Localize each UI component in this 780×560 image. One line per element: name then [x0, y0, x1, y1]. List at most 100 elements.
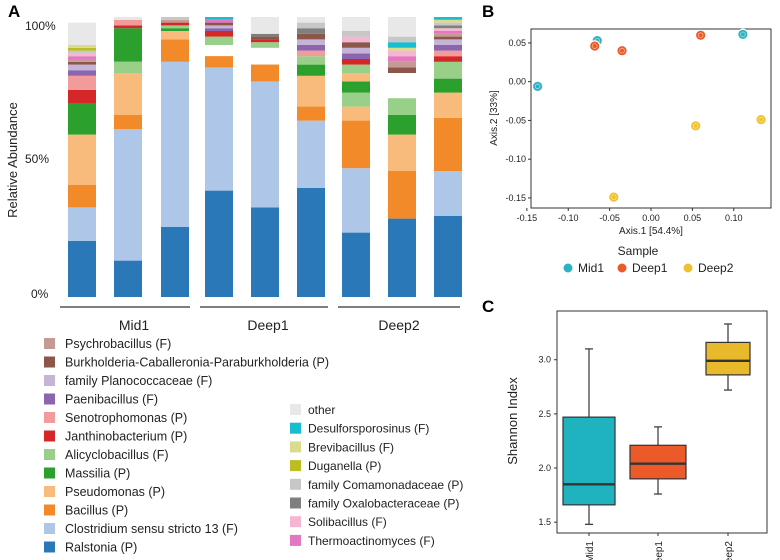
- bar-detail-segment-deep2-1-5: [342, 53, 370, 59]
- bar-segment-mid1-1-family-comamonadaceae-p: [68, 50, 96, 54]
- bar-segment-mid1-1-solibacillus-f: [68, 53, 96, 57]
- bar-detail-segment-mid1-3-4: [161, 22, 189, 26]
- bar-segment-deep2-1-bacillus-p: [342, 120, 370, 169]
- bar-segment-deep2-3-family-comamonadaceae-p: [434, 22, 462, 26]
- bar-detail-segment-deep2-2-4: [388, 47, 416, 51]
- legend-swatch-alicyclobacillus-f: [44, 449, 55, 460]
- scatter-point-ring-mid1-0: [534, 83, 541, 90]
- panel-b-x-tick-label-4: 0.05: [684, 213, 702, 223]
- bar-segment-deep2-3-psychrobacillus-f: [434, 33, 462, 37]
- panel-c-x-tick-label-deep2: Deep2: [724, 541, 735, 560]
- bar-detail-segment-deep1-2-3: [251, 36, 279, 40]
- bar-segment-mid1-3-clostridium-sensu-stricto-13-f: [161, 61, 189, 227]
- scatter-point-ring-deep2-2: [758, 116, 764, 123]
- panel-b-y-tick-label-2: -0.05: [505, 115, 526, 125]
- bar-segment-deep1-1-clostridium-sensu-stricto-13-f: [205, 67, 233, 191]
- bar-segment-deep2-1-pseudomonas-p: [342, 106, 370, 121]
- bar-detail-segment-deep1-1-6: [205, 19, 233, 23]
- bar-segment-deep2-3-bacillus-p: [434, 117, 462, 171]
- scatter-point-deep2-2: [755, 113, 767, 126]
- bar-detail-segment-deep1-1-3: [205, 28, 233, 31]
- legend-label-thermoactinomyces-f: Thermoactinomyces (F): [308, 534, 435, 548]
- bar-segment-mid1-2-clostridium-sensu-stricto-13-f: [114, 129, 142, 261]
- panel-b-plot-frame: [530, 28, 772, 209]
- panel-b-legend-marker-mid1: [562, 262, 574, 274]
- bar-detail-segment-deep2-1-2: [342, 73, 370, 82]
- bar-segment-deep2-3-family-oxalobacteraceae-p: [434, 25, 462, 29]
- legend-label-clostridium-sensu-stricto-13-f: Clostridium sensu stricto 13 (F): [65, 522, 238, 536]
- panel-b-x-tick-label-3: 0.00: [642, 213, 660, 223]
- bar-detail-segment-deep2-1-4: [342, 59, 370, 65]
- legend-label-massilia-p: Massilia (P): [65, 467, 130, 481]
- panel-c-axes: 1.5 2.0 2.5 3.0 Mid1 Deep1 Deep2: [538, 355, 735, 560]
- bar-segment-mid1-3-ralstonia-p: [161, 227, 189, 297]
- bar-detail-segment-mid1-2-5: [114, 73, 142, 115]
- bar-detail-segment-deep2-1-1: [342, 81, 370, 93]
- panel-c-boxplot: 1.5 2.0 2.5 3.0 Mid1 Deep1 Deep2 Shannon Index: [505, 310, 768, 560]
- bar-segment-mid1-2-ralstonia-p: [114, 260, 142, 297]
- panel-a-y-tick-0: 0%: [31, 287, 49, 301]
- legend-swatch-family-oxalobacteraceae-p: [290, 497, 301, 509]
- bar-detail-segment-mid1-3-5: [161, 19, 189, 23]
- panel-a-group-label-deep2: Deep2: [378, 317, 419, 333]
- bar-detail-segment-mid1-2-4: [114, 115, 142, 129]
- scatter-point-ring-deep1-0: [591, 43, 598, 49]
- bar-segment-mid1-1-bacillus-p: [68, 185, 96, 208]
- panel-b-legend-marker-deep1: [616, 262, 628, 274]
- panel-b-x-tick-label-1: -0.10: [558, 213, 579, 223]
- legend-swatch-duganella-p: [290, 460, 301, 472]
- panel-b-y-tick-label-3: 0.00: [508, 77, 526, 87]
- bar-detail-segment-deep2-2-5: [388, 42, 416, 48]
- bar-detail-segment-deep2-2-7: [388, 17, 416, 37]
- panel-b-legend: Mid1 Deep1 Deep2: [562, 261, 734, 275]
- panel-a-legend: Psychrobacillus (F) Burkholderia-Caballer…: [44, 337, 463, 555]
- bar-segment-deep1-3-ralstonia-p: [297, 187, 325, 297]
- panel-b-x-tick-label-2: -0.05: [599, 213, 620, 223]
- bar-segment-mid1-1-senotrophomonas-p: [68, 75, 96, 90]
- panel-c-x-tick-label-deep1: Deep1: [654, 541, 665, 560]
- scatter-point-ring-deep1-1: [619, 47, 625, 54]
- legend-swatch-pseudomonas-p: [44, 486, 55, 497]
- box-deep2: [705, 341, 751, 376]
- bar-detail-segment-deep1-1-0: [205, 56, 233, 68]
- bar-segment-deep2-3-pseudomonas-p: [434, 92, 462, 118]
- legend-label-alicyclobacillus-f: Alicyclobacillus (F): [65, 448, 169, 462]
- bar-detail-segment-deep1-3-9: [297, 22, 325, 29]
- panel-a-group-label-deep1: Deep1: [247, 317, 288, 333]
- legend-label-duganella-p: Duganella (P): [308, 459, 381, 473]
- legend-swatch-massilia-p: [44, 467, 55, 479]
- panel-b-points: [531, 28, 767, 203]
- panel-label-a: A: [8, 2, 20, 21]
- legend-swatch-desulforsporosinus-f: [290, 422, 301, 434]
- bar-segment-mid1-1-burkholderia-caballeronia-paraburkholderia-p: [68, 61, 96, 65]
- bar-segment-deep2-1-clostridium-sensu-stricto-13-f: [342, 168, 370, 233]
- bar-segment-mid1-1-massilia-p: [68, 103, 96, 135]
- legend-swatch-burkholderia-caballeronia-paraburkholderia-p: [44, 356, 55, 368]
- legend-label-desulforsporosinus-f: Desulforsporosinus (F): [308, 422, 429, 436]
- bar-segment-mid1-1-thermoactinomyces-f: [68, 56, 96, 59]
- bar-segment-mid1-1-janthinobacterium-p: [68, 89, 96, 104]
- panel-b-x-axis-title: Axis.1 [54.4%]: [619, 226, 683, 237]
- bar-detail-segment-deep1-3-3: [297, 56, 325, 65]
- scatter-point-ring-deep1-2: [697, 32, 704, 38]
- bar-segment-deep2-1-ralstonia-p: [342, 232, 370, 297]
- scatter-point-ring-deep2-1: [692, 123, 699, 129]
- panel-a-y-tick-100: 100%: [25, 19, 56, 33]
- bar-segment-deep2-2-bacillus-p: [388, 171, 416, 219]
- scatter-point-ring-mid1-2: [740, 31, 746, 38]
- bar-detail-segment-deep2-2-0: [388, 67, 416, 73]
- panel-b-x-tick-label-0: -0.15: [517, 213, 538, 223]
- bar-detail-segment-deep2-1-7: [342, 42, 370, 48]
- panel-b-y-tick-label-4: 0.05: [508, 38, 526, 48]
- bar-segment-mid1-1-paenibacillus-f: [68, 70, 96, 76]
- bar-segment-mid1-1-family-planococcaceae-f: [68, 64, 96, 71]
- bar-segment-deep2-3-thermoactinomyces-f: [434, 31, 462, 34]
- bar-segment-mid1-1-ralstonia-p: [68, 241, 96, 297]
- bar-segment-mid1-1-pseudomonas-p: [68, 134, 96, 185]
- bar-segment-deep2-3-burkholderia-caballeronia-paraburkholderia-p: [434, 36, 462, 40]
- bar-detail-segment-deep1-3-4: [297, 50, 325, 57]
- legend-label-senotrophomonas-p: Senotrophomonas (P): [65, 411, 187, 425]
- legend-label-ralstonia-p: Ralstonia (P): [65, 541, 137, 555]
- panel-b-legend-label-deep1: Deep1: [632, 261, 668, 275]
- bar-segment-deep2-3-solibacillus-f: [434, 28, 462, 31]
